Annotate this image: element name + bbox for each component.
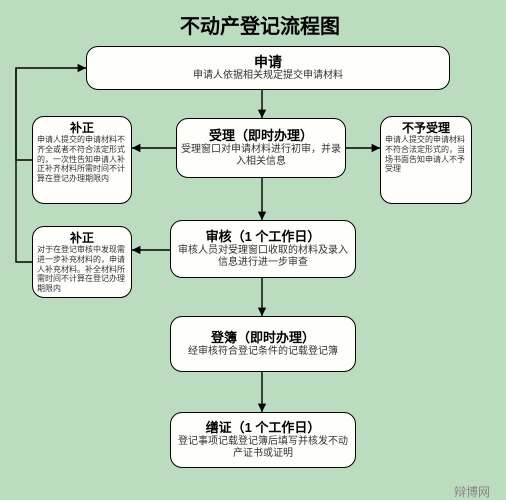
node-accept-title: 受理（即时办理） (181, 128, 341, 144)
node-buzheng2-desc: 对于在登记审核中发现需进一步补充材料的，申请人补充材料。补全材料所需时间不计算在… (37, 245, 127, 293)
node-cert-desc: 登记事项记载登记簿后填写并核发不动产证书或证明 (175, 436, 351, 460)
node-review-desc: 审核人员对受理窗口收取的材料及录入信息进行进一步审查 (175, 245, 351, 269)
node-buzheng1: 补正申请人提交的申请材料不齐全或者不符合法定形式的，一次性告知申请人补正补齐材料… (32, 116, 132, 204)
node-apply-desc: 申请人依据相关规定提交申请材料 (91, 70, 445, 82)
node-reject: 不予受理申请人提交的申请材料不符合法定形式的，当场书面告知申请人不予受理 (380, 116, 472, 204)
node-cert: 缮证（1 个工作日）登记事项记载登记簿后填写并核发不动产证书或证明 (170, 412, 356, 468)
node-reject-desc: 申请人提交的申请材料不符合法定形式的，当场书面告知申请人不予受理 (385, 135, 467, 173)
node-apply: 申请申请人依据相关规定提交申请材料 (86, 46, 450, 90)
node-buzheng2-title: 补正 (37, 231, 127, 245)
node-register-title: 登簿（即时办理） (175, 330, 351, 346)
node-buzheng1-title: 补正 (37, 121, 127, 135)
page-title: 不动产登记流程图 (150, 10, 370, 39)
node-register-desc: 经审核符合登记条件的记载登记簿 (175, 346, 351, 358)
node-review-title: 审核（1 个工作日） (175, 229, 351, 245)
node-apply-title: 申请 (91, 54, 445, 71)
node-cert-title: 缮证（1 个工作日） (175, 420, 351, 436)
node-register: 登簿（即时办理）经审核符合登记条件的记载登记簿 (170, 316, 356, 372)
watermark: 辩博网 (454, 483, 490, 500)
node-review: 审核（1 个工作日）审核人员对受理窗口收取的材料及录入信息进行进一步审查 (170, 220, 356, 278)
node-buzheng1-desc: 申请人提交的申请材料不齐全或者不符合法定形式的，一次性告知申请人补正补齐材料所需… (37, 135, 127, 183)
node-accept-desc: 受理窗口对申请材料进行初审，并录入相关信息 (181, 144, 341, 168)
node-reject-title: 不予受理 (385, 121, 467, 135)
node-buzheng2: 补正对于在登记审核中发现需进一步补充材料的，申请人补充材料。补全材料所需时间不计… (32, 226, 132, 298)
node-accept: 受理（即时办理）受理窗口对申请材料进行初审，并录入相关信息 (176, 118, 346, 178)
